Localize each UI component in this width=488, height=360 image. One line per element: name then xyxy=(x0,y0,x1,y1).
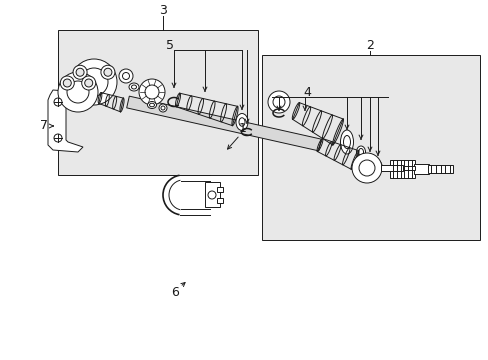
Circle shape xyxy=(351,153,381,183)
Ellipse shape xyxy=(343,135,350,149)
Text: 1: 1 xyxy=(239,122,246,135)
Ellipse shape xyxy=(373,161,381,171)
Bar xyxy=(413,164,428,174)
Ellipse shape xyxy=(131,85,136,89)
Circle shape xyxy=(71,59,117,105)
Circle shape xyxy=(60,76,74,90)
Circle shape xyxy=(159,104,167,112)
Ellipse shape xyxy=(356,146,365,158)
Circle shape xyxy=(63,79,71,87)
Text: 6: 6 xyxy=(171,285,179,298)
Circle shape xyxy=(161,106,164,110)
Text: 3: 3 xyxy=(159,4,166,17)
Circle shape xyxy=(267,91,289,113)
Circle shape xyxy=(73,65,87,79)
Text: 7: 7 xyxy=(40,118,48,131)
Text: 4: 4 xyxy=(303,86,310,99)
Ellipse shape xyxy=(147,102,156,108)
Text: 2: 2 xyxy=(366,39,373,51)
Circle shape xyxy=(81,76,96,90)
Bar xyxy=(217,187,223,192)
Circle shape xyxy=(145,85,159,99)
Circle shape xyxy=(54,98,62,106)
Bar xyxy=(262,55,479,240)
Polygon shape xyxy=(48,90,83,152)
Circle shape xyxy=(139,79,164,105)
Ellipse shape xyxy=(358,149,363,156)
Circle shape xyxy=(104,68,112,76)
Bar xyxy=(389,160,414,178)
Circle shape xyxy=(364,155,374,165)
Circle shape xyxy=(54,134,62,142)
Ellipse shape xyxy=(340,130,353,154)
Bar xyxy=(380,165,402,171)
Bar xyxy=(58,30,258,175)
Bar xyxy=(427,165,452,173)
Circle shape xyxy=(358,160,374,176)
Circle shape xyxy=(367,158,372,162)
Ellipse shape xyxy=(149,103,154,107)
Ellipse shape xyxy=(129,83,139,91)
Circle shape xyxy=(84,79,93,87)
Circle shape xyxy=(76,68,84,76)
Circle shape xyxy=(80,68,108,96)
Bar xyxy=(204,182,220,207)
Polygon shape xyxy=(126,96,321,151)
Circle shape xyxy=(272,96,285,108)
Bar xyxy=(402,166,414,170)
Circle shape xyxy=(67,81,89,103)
Circle shape xyxy=(58,72,98,112)
Text: 5: 5 xyxy=(165,39,174,51)
Ellipse shape xyxy=(239,118,244,126)
Bar xyxy=(217,198,223,203)
Circle shape xyxy=(122,72,129,80)
Circle shape xyxy=(207,191,216,199)
Ellipse shape xyxy=(236,113,247,131)
Circle shape xyxy=(101,65,115,79)
Circle shape xyxy=(119,69,133,83)
Ellipse shape xyxy=(375,163,379,168)
